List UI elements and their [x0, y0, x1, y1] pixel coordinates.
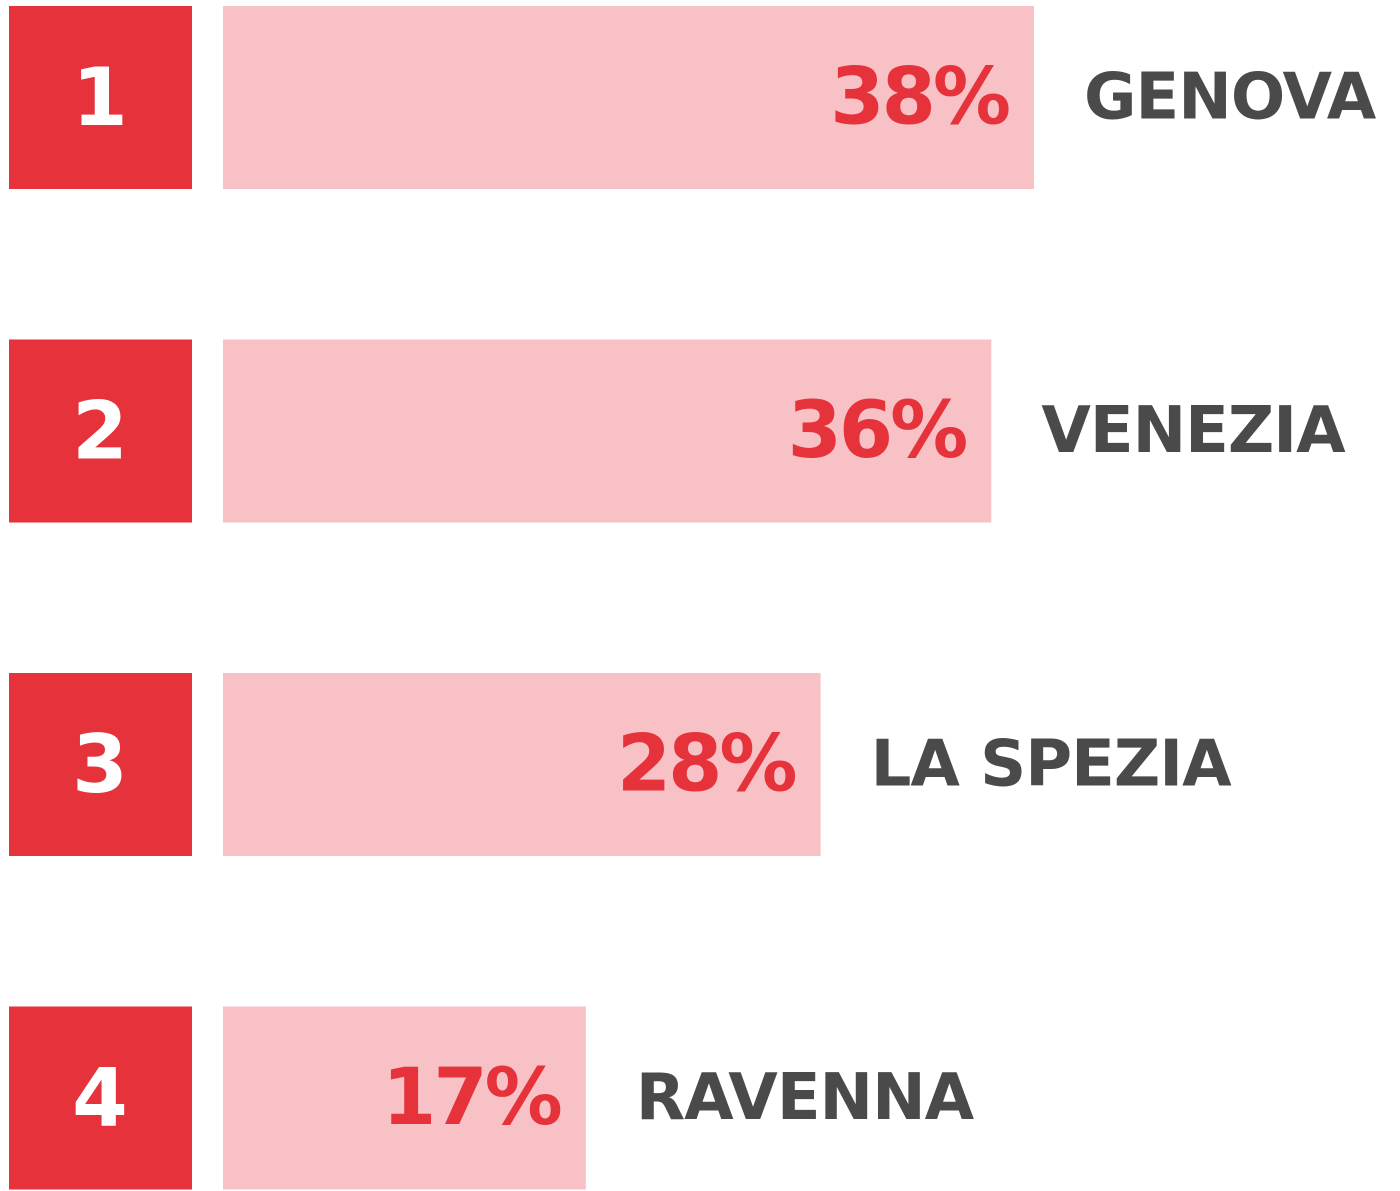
- rank-box: [9, 1006, 192, 1190]
- rank-box: [9, 339, 192, 523]
- category-label: GENOVA: [1084, 61, 1377, 135]
- rank-box: [9, 673, 192, 856]
- bar: [223, 339, 992, 523]
- rank-label: 2: [72, 385, 128, 478]
- bar: [223, 6, 1034, 189]
- value-label: 36%: [788, 386, 967, 476]
- rank-label: 1: [72, 51, 128, 144]
- bar: [223, 1006, 586, 1190]
- rank-box: [9, 6, 192, 189]
- rank-label: 3: [72, 718, 128, 811]
- bar: [223, 673, 821, 856]
- value-label: 28%: [617, 720, 796, 810]
- category-label: VENEZIA: [1041, 394, 1346, 468]
- value-label: 38%: [830, 53, 1009, 143]
- category-label: RAVENNA: [636, 1061, 975, 1135]
- category-label: LA SPEZIA: [871, 728, 1233, 802]
- value-label: 17%: [382, 1053, 561, 1143]
- rank-label: 4: [72, 1052, 128, 1145]
